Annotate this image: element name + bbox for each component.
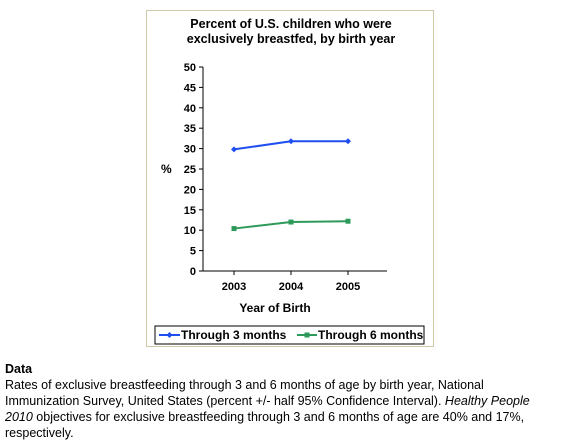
x-tick-label: 2004 <box>279 281 304 293</box>
legend-label: Through 3 months <box>181 328 287 342</box>
data-point <box>231 146 237 153</box>
data-point <box>231 226 237 232</box>
data-point <box>288 138 294 145</box>
x-tick-label: 2003 <box>222 281 246 293</box>
series-group <box>231 138 351 232</box>
data-description-start: Rates of exclusive breastfeeding through… <box>5 378 484 408</box>
y-axis-ticks: 0 5 10 15 20 25 30 35 40 45 50 <box>184 62 203 278</box>
data-heading: Data <box>5 362 33 376</box>
y-tick-label: 35 <box>184 123 196 135</box>
y-axis-label: % <box>161 162 172 176</box>
y-tick-label: 5 <box>190 246 196 258</box>
legend-marker <box>304 332 310 338</box>
data-point <box>345 218 351 224</box>
y-tick-label: 50 <box>184 62 196 74</box>
y-tick-label: 45 <box>184 82 196 94</box>
legend-marker <box>166 332 173 338</box>
y-tick-label: 30 <box>184 144 196 156</box>
x-axis-ticks: 2003 2004 2005 <box>222 271 360 293</box>
x-tick-label: 2005 <box>336 281 360 293</box>
line-chart: Percent of U.S. children who were exclus… <box>154 17 425 345</box>
legend-label: Through 6 months <box>318 328 424 342</box>
axes <box>202 67 387 272</box>
y-tick-label: 15 <box>184 205 196 217</box>
chart-title-line-2: exclusively breastfed, by birth year <box>187 32 396 46</box>
data-point <box>345 138 351 145</box>
y-tick-label: 0 <box>190 266 196 278</box>
y-tick-label: 10 <box>184 225 196 237</box>
y-tick-label: 20 <box>184 184 196 196</box>
legend-box <box>154 325 425 345</box>
data-section: Data Rates of exclusive breastfeeding th… <box>5 361 560 441</box>
legend: Through 3 months Through 6 months <box>154 325 425 345</box>
chart-title-line-1: Percent of U.S. children who were <box>190 17 391 31</box>
y-tick-label: 25 <box>184 164 196 176</box>
x-axis-label: Year of Birth <box>239 301 310 315</box>
data-point <box>288 219 294 225</box>
data-description-italic: Healthy People 2010 <box>5 394 530 424</box>
chart-frame: Percent of U.S. children who were exclus… <box>146 10 434 347</box>
data-description-end: objectives for exclusive breastfeeding t… <box>5 410 525 440</box>
y-tick-label: 40 <box>184 103 196 115</box>
data-description: Rates of exclusive breastfeeding through… <box>5 377 560 441</box>
